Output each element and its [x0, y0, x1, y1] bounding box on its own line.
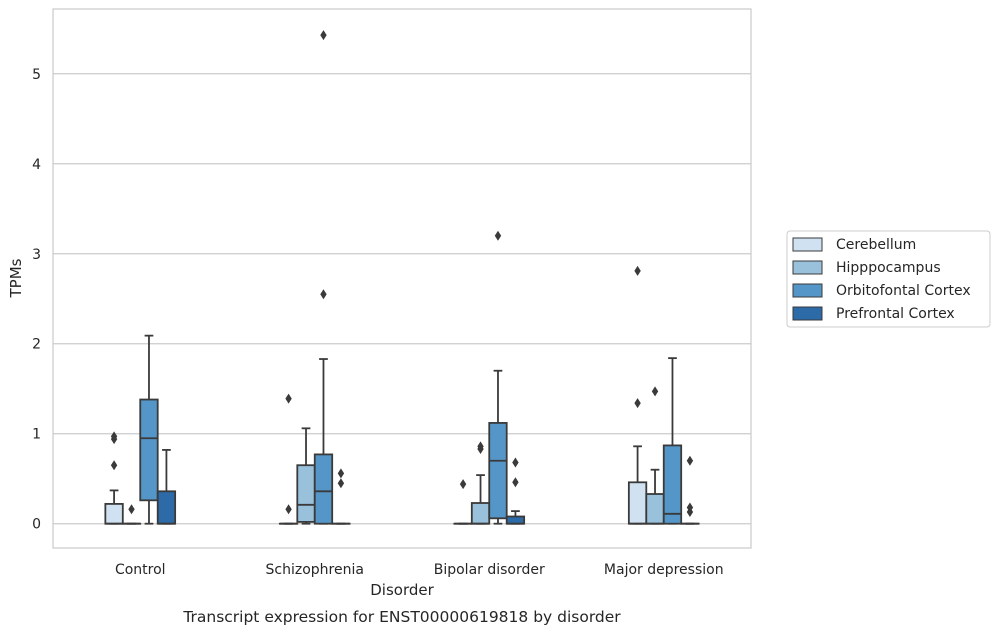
box-bipolar-disorder-hipppocampus — [470, 441, 491, 525]
box-major-depression-prefrontal-cortex — [680, 455, 700, 525]
outlier-point — [128, 504, 135, 515]
legend-item-hipppocampus: Hipppocampus — [792, 260, 941, 276]
outlier-point — [651, 386, 659, 397]
legend-label: Orbitofontal Cortex — [836, 283, 971, 299]
chart-caption: Transcript expression for ENST0000061981… — [182, 608, 621, 626]
legend-label: Prefrontal Cortex — [836, 306, 955, 322]
outlier-point — [337, 468, 345, 479]
y-tick-label: 1 — [32, 427, 41, 443]
box-major-depression-orbitofontal-cortex — [662, 357, 683, 525]
box-control-orbitofontal-cortex — [139, 334, 159, 525]
outlier-point — [337, 478, 345, 489]
box-bipolar-disorder-cerebellum — [453, 479, 473, 525]
legend: Cerebellum Hipppocampus Orbitofontal Corte… — [786, 230, 991, 328]
legend-item-orbitofontal-cortex: Orbitofontal Cortex — [792, 283, 971, 299]
outlier-point — [110, 431, 118, 442]
legend-swatch — [792, 306, 823, 321]
x-tick-label-major-depression: Major depression — [604, 562, 724, 578]
box-major-depression-cerebellum — [627, 265, 648, 525]
outlier-point — [634, 398, 641, 409]
box-control-cerebellum — [104, 431, 124, 525]
box-body — [488, 422, 508, 520]
legend-frame — [786, 230, 991, 328]
outlier-point — [512, 457, 519, 468]
outlier-point — [285, 504, 292, 515]
box-schizophrenia-orbitofontal-cortex — [313, 30, 334, 525]
outlier-point — [477, 441, 484, 452]
box-body — [627, 481, 648, 525]
y-tick-label: 2 — [32, 337, 41, 353]
box-body — [156, 490, 177, 525]
box-schizophrenia-cerebellum — [278, 393, 299, 525]
x-axis-ticks: Control Schizophrenia Bipolar disorder Majo… — [115, 562, 724, 578]
x-tick-label-control: Control — [115, 562, 166, 578]
y-tick-label: 5 — [32, 67, 41, 83]
box-body — [645, 493, 665, 525]
legend-item-prefrontal-cortex: Prefrontal Cortex — [792, 306, 955, 322]
y-tick-label: 3 — [32, 247, 41, 263]
legend-label: Hipppocampus — [836, 260, 941, 276]
y-tick-label: 0 — [32, 517, 41, 533]
x-axis-label: Disorder — [370, 581, 434, 599]
boxes — [104, 30, 700, 525]
legend-swatch — [792, 237, 823, 252]
box-schizophrenia-prefrontal-cortex — [331, 468, 351, 525]
outlier-point — [285, 393, 292, 404]
legend-item-cerebellum: Cerebellum — [792, 237, 916, 253]
y-axis-ticks: 0 1 2 3 4 5 — [32, 67, 41, 533]
outlier-point — [320, 289, 327, 300]
box-body — [662, 444, 683, 525]
box-control-hipppocampus — [121, 504, 142, 525]
legend-swatch — [792, 283, 823, 298]
box-bipolar-disorder-orbitofontal-cortex — [488, 230, 508, 525]
y-axis-label: TPMs — [7, 258, 25, 298]
box-body — [505, 515, 526, 525]
plot-frame — [52, 8, 752, 549]
x-tick-label-schizophrenia: Schizophrenia — [266, 562, 364, 578]
box-body — [470, 502, 491, 525]
outlier-point — [320, 30, 327, 41]
y-tick-label: 4 — [32, 157, 41, 173]
legend-swatch — [792, 260, 823, 275]
outlier-point — [686, 455, 694, 466]
legend-label: Cerebellum — [836, 237, 916, 253]
box-body — [104, 503, 124, 525]
box-body — [139, 398, 159, 502]
box-bipolar-disorder-prefrontal-cortex — [505, 457, 526, 525]
outlier-point — [686, 502, 694, 513]
box-major-depression-hipppocampus — [645, 386, 665, 525]
outlier-point — [634, 265, 641, 276]
outlier-point — [494, 230, 502, 241]
box-body — [313, 453, 334, 525]
x-tick-label-bipolar-disorder: Bipolar disorder — [434, 562, 545, 578]
box-control-prefrontal-cortex — [156, 449, 177, 525]
outlier-point — [512, 477, 519, 488]
box-body — [296, 464, 316, 523]
outlier-point — [459, 479, 467, 490]
box-schizophrenia-hipppocampus — [296, 427, 316, 525]
outlier-point — [110, 460, 118, 471]
